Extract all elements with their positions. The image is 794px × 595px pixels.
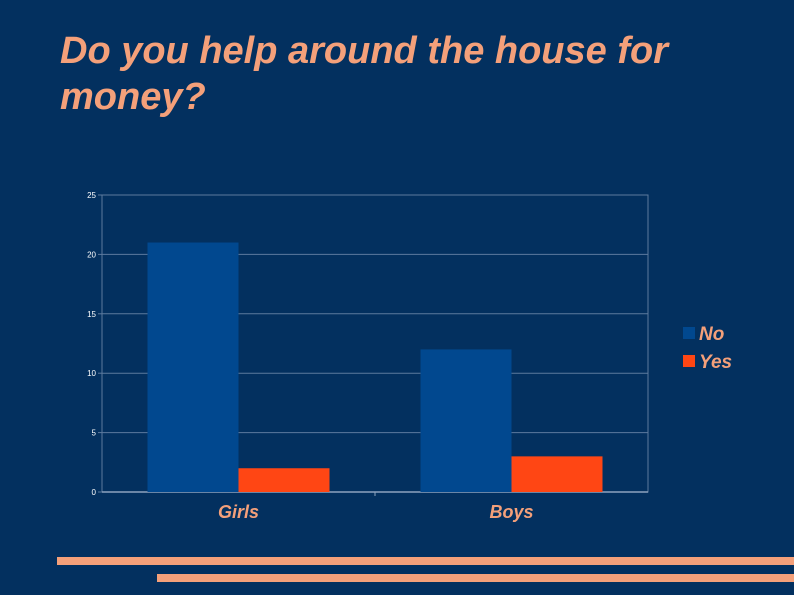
y-tick-label: 15 bbox=[87, 310, 96, 319]
slide-title: Do you help around the house for money? bbox=[60, 30, 668, 118]
bar-yes-girls bbox=[238, 468, 330, 492]
x-tick-label: Girls bbox=[218, 502, 259, 522]
legend-label-yes: Yes bbox=[699, 352, 732, 373]
y-tick-label: 10 bbox=[87, 369, 96, 378]
legend-swatch-no bbox=[683, 327, 695, 339]
legend-swatch-yes bbox=[683, 355, 695, 367]
legend-label-no: No bbox=[699, 324, 724, 345]
y-tick-label: 5 bbox=[92, 429, 97, 438]
decorative-bar-top bbox=[57, 557, 794, 565]
bar-yes-boys bbox=[511, 456, 603, 492]
y-tick-label: 20 bbox=[87, 250, 96, 259]
y-tick-label: 0 bbox=[92, 488, 97, 497]
bar-no-boys bbox=[420, 349, 512, 492]
bar-no-girls bbox=[147, 242, 239, 492]
y-tick-label: 25 bbox=[87, 191, 96, 200]
decorative-bar-bottom bbox=[157, 574, 794, 582]
x-tick-label: Boys bbox=[489, 502, 533, 522]
